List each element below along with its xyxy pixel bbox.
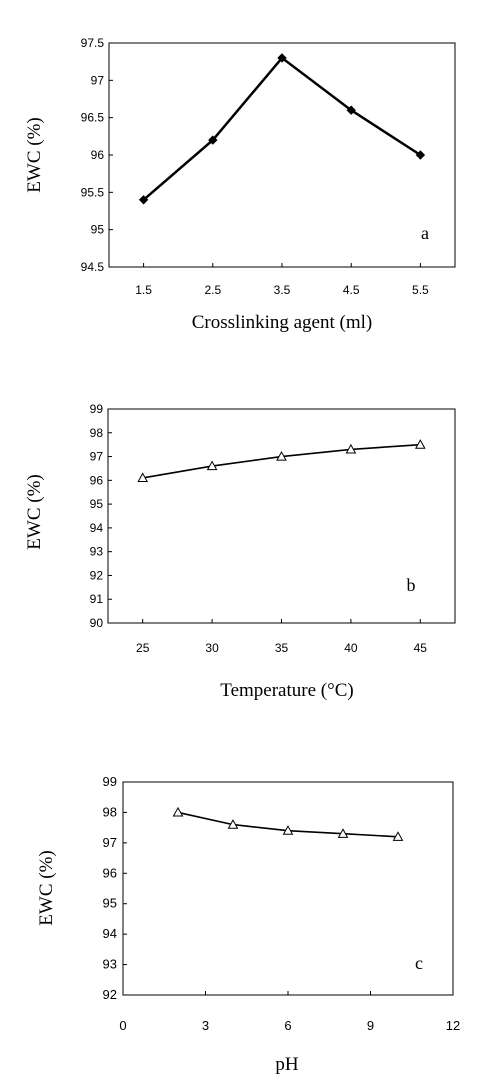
series-path xyxy=(142,443,421,479)
y-tick-label: 96 xyxy=(90,473,104,487)
x-tick-label: 3 xyxy=(202,1018,209,1033)
y-tick-label: 96 xyxy=(103,865,117,880)
data-point-marker xyxy=(172,806,184,817)
x-axis-ticks: 1.5 2.5 3.5 4.5 5.5 xyxy=(135,263,429,297)
x-tick-label: 25 xyxy=(136,641,150,655)
y-axis-ticks: 94.5 95 95.5 96 96.5 97 97.5 xyxy=(81,36,113,274)
plot-area-frame xyxy=(108,42,456,268)
data-point-marker xyxy=(414,439,426,449)
data-point-marker xyxy=(345,443,357,454)
y-tick-label: 94.5 xyxy=(81,260,105,274)
y-tick-label: 99 xyxy=(90,402,104,416)
y-tick-label: 99 xyxy=(103,774,117,789)
y-axis-title: EWC (%) xyxy=(24,117,45,192)
x-axis-ticks: 0 3 6 9 12 xyxy=(119,991,460,1033)
y-tick-label: 96 xyxy=(91,148,105,162)
data-point-marker xyxy=(282,825,294,835)
x-tick-label: 2.5 xyxy=(204,283,221,297)
x-tick-label: 4.5 xyxy=(343,283,360,297)
x-tick-label: 45 xyxy=(414,641,428,655)
y-tick-label: 97 xyxy=(91,73,105,87)
x-tick-label: 6 xyxy=(284,1018,291,1033)
series-path xyxy=(142,56,422,201)
data-point-marker xyxy=(206,460,218,471)
panel-letter: b xyxy=(407,575,416,595)
data-point-marker xyxy=(337,828,349,838)
y-tick-label: 97.5 xyxy=(81,36,105,50)
plot-area-frame xyxy=(107,408,456,624)
x-tick-label: 35 xyxy=(275,641,289,655)
y-tick-label: 95 xyxy=(91,223,105,237)
x-tick-label: 9 xyxy=(367,1018,374,1033)
x-tick-label: 30 xyxy=(205,641,219,655)
y-tick-label: 97 xyxy=(90,450,104,464)
y-tick-label: 98 xyxy=(90,426,104,440)
data-point-marker xyxy=(208,135,218,145)
x-axis-title: Crosslinking agent (ml) xyxy=(192,312,372,333)
y-tick-label: 95 xyxy=(90,497,104,511)
y-tick-label: 94 xyxy=(90,521,104,535)
series-line xyxy=(137,439,426,483)
y-tick-label: 96.5 xyxy=(81,111,105,125)
data-point-marker xyxy=(137,472,149,483)
chart-panel-b: 90 91 92 93 94 95 96 97 98 99 25 30 35 40 45 b Temper… xyxy=(24,402,456,701)
data-point-marker xyxy=(227,819,239,829)
y-tick-label: 97 xyxy=(103,835,117,850)
data-point-marker xyxy=(276,451,287,461)
series-line xyxy=(138,53,426,205)
x-tick-label: 1.5 xyxy=(135,283,152,297)
y-tick-label: 93 xyxy=(103,957,117,972)
y-tick-label: 98 xyxy=(103,804,117,819)
data-point-marker xyxy=(277,53,287,63)
series-line xyxy=(172,806,404,841)
y-tick-label: 94 xyxy=(103,926,117,941)
x-axis-title: pH xyxy=(275,1054,299,1075)
data-point-marker xyxy=(392,831,404,841)
x-axis-title: Temperature (°C) xyxy=(220,680,353,701)
data-point-marker xyxy=(138,195,149,205)
y-tick-label: 90 xyxy=(90,616,104,630)
x-tick-label: 3.5 xyxy=(274,283,291,297)
data-point-marker xyxy=(415,150,426,160)
x-axis-ticks: 25 30 35 40 45 xyxy=(136,619,427,655)
y-axis-title: EWC (%) xyxy=(36,850,57,925)
y-tick-label: 95.5 xyxy=(81,185,105,199)
y-tick-label: 93 xyxy=(90,545,104,559)
chart-panel-c: 92 93 94 95 96 97 98 99 0 3 6 9 12 c pH EWC (%) xyxy=(36,774,460,1075)
panel-letter: c xyxy=(415,953,423,973)
y-axis-ticks: 92 93 94 95 96 97 98 99 xyxy=(103,774,127,1002)
panel-letter: a xyxy=(421,223,429,243)
y-tick-label: 92 xyxy=(90,568,104,582)
y-axis-ticks: 90 91 92 93 94 95 96 97 98 99 xyxy=(90,402,112,630)
y-tick-label: 92 xyxy=(103,987,117,1002)
x-tick-label: 12 xyxy=(446,1018,460,1033)
x-tick-label: 40 xyxy=(344,641,358,655)
x-tick-label: 5.5 xyxy=(412,283,429,297)
data-point-marker xyxy=(346,105,356,115)
plot-area-frame xyxy=(122,781,454,996)
chart-panel-a: 94.5 95 95.5 96 96.5 97 97.5 1.5 2.5 3.5 4.5 5.5 a… xyxy=(24,36,456,333)
y-tick-label: 91 xyxy=(90,592,104,606)
x-tick-label: 0 xyxy=(119,1018,126,1033)
y-tick-label: 95 xyxy=(103,896,117,911)
y-axis-title: EWC (%) xyxy=(24,474,45,549)
